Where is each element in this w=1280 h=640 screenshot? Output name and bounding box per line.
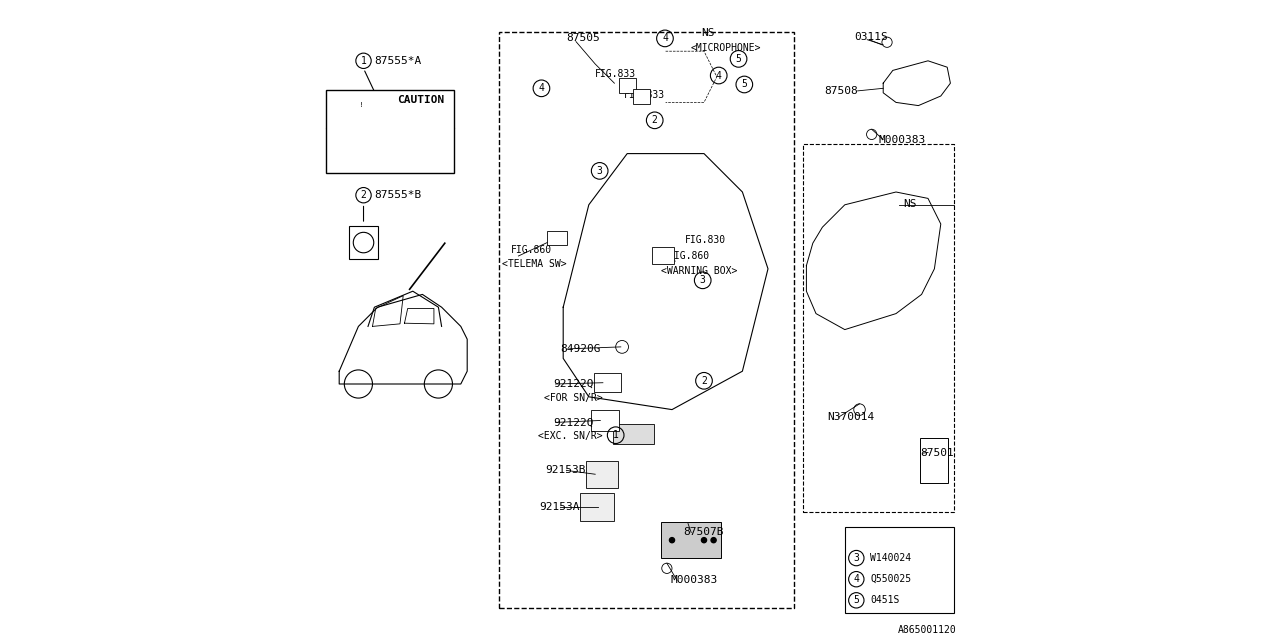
Text: 4: 4 (716, 70, 722, 81)
Text: 92122Q: 92122Q (554, 379, 594, 389)
FancyBboxPatch shape (586, 461, 617, 488)
FancyBboxPatch shape (547, 231, 567, 245)
Text: 92153B: 92153B (545, 465, 586, 476)
Text: NS: NS (701, 28, 714, 38)
Text: W140024: W140024 (870, 553, 911, 563)
Text: 3: 3 (596, 166, 603, 176)
Text: !: ! (360, 102, 362, 108)
Text: 87507B: 87507B (684, 527, 724, 538)
FancyBboxPatch shape (920, 438, 948, 483)
Text: <EXC. SN/R>: <EXC. SN/R> (538, 431, 602, 442)
Text: FIG.860: FIG.860 (668, 251, 710, 261)
FancyBboxPatch shape (845, 527, 954, 613)
Text: 0451S: 0451S (870, 595, 900, 605)
Text: FIG.860: FIG.860 (511, 244, 552, 255)
Text: NS: NS (904, 198, 918, 209)
Text: FIG.833: FIG.833 (595, 68, 636, 79)
Text: <FOR SN/R>: <FOR SN/R> (544, 393, 603, 403)
Text: 5: 5 (741, 79, 748, 90)
Circle shape (701, 538, 707, 543)
FancyBboxPatch shape (662, 522, 722, 558)
Text: 3: 3 (854, 553, 859, 563)
Text: 92122Q: 92122Q (554, 417, 594, 428)
Text: 4: 4 (539, 83, 544, 93)
Text: <TELEMA SW>: <TELEMA SW> (502, 259, 567, 269)
Text: M000383: M000383 (878, 134, 925, 145)
Text: 4: 4 (662, 33, 668, 44)
Text: 87555*B: 87555*B (374, 190, 421, 200)
Text: 1: 1 (361, 56, 366, 66)
Text: 5: 5 (854, 595, 859, 605)
Text: 2: 2 (701, 376, 707, 386)
Text: 87555*A: 87555*A (374, 56, 421, 66)
FancyBboxPatch shape (804, 144, 954, 512)
Text: 3: 3 (700, 275, 705, 285)
Text: 87501: 87501 (920, 448, 954, 458)
FancyBboxPatch shape (591, 410, 620, 431)
Text: 2: 2 (361, 190, 366, 200)
Text: M000383: M000383 (671, 575, 718, 586)
Text: 87505: 87505 (566, 33, 600, 44)
Text: N370014: N370014 (828, 412, 874, 422)
FancyBboxPatch shape (653, 247, 675, 264)
Text: <WARNING BOX>: <WARNING BOX> (662, 266, 737, 276)
Text: 92153A: 92153A (539, 502, 580, 512)
FancyBboxPatch shape (326, 90, 454, 173)
FancyBboxPatch shape (348, 226, 379, 259)
Circle shape (712, 538, 717, 543)
Circle shape (669, 538, 675, 543)
FancyBboxPatch shape (613, 424, 654, 444)
FancyBboxPatch shape (499, 32, 794, 608)
Text: 2: 2 (652, 115, 658, 125)
Text: A865001120: A865001120 (899, 625, 957, 636)
Text: 4: 4 (854, 574, 859, 584)
Text: 0311S: 0311S (855, 32, 888, 42)
FancyBboxPatch shape (594, 373, 621, 392)
Text: FIG.833: FIG.833 (625, 90, 666, 100)
Text: 87508: 87508 (824, 86, 858, 96)
Text: 84920G: 84920G (561, 344, 600, 354)
FancyBboxPatch shape (634, 89, 650, 104)
Text: FIG.830: FIG.830 (685, 235, 726, 245)
FancyBboxPatch shape (620, 78, 636, 93)
FancyBboxPatch shape (580, 493, 614, 521)
Text: <MICROPHONE>: <MICROPHONE> (691, 43, 762, 53)
Text: 1: 1 (613, 430, 618, 440)
Text: Q550025: Q550025 (870, 574, 911, 584)
Text: CAUTION: CAUTION (397, 95, 444, 106)
Text: 5: 5 (736, 54, 741, 64)
